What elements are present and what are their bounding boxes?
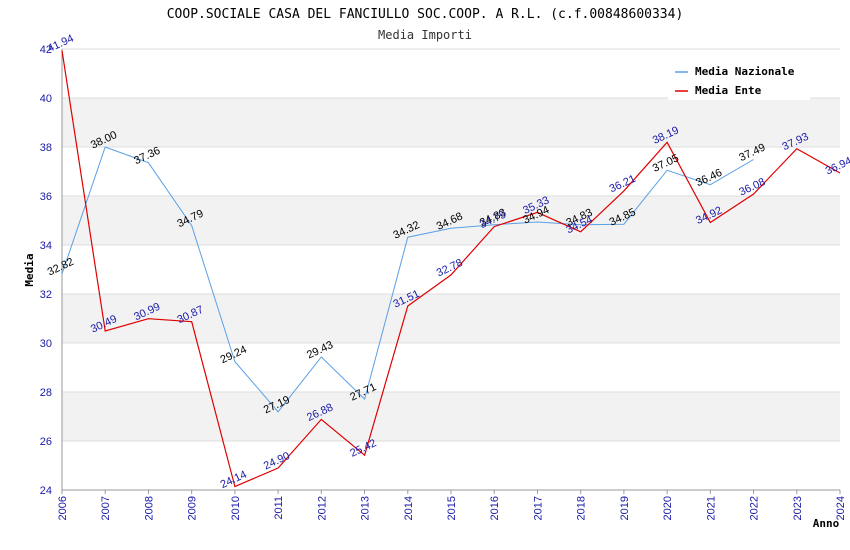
legend-box [668,58,810,100]
x-tick-label: 2024 [835,496,847,520]
x-tick-label: 2020 [662,496,674,520]
x-tick-label: 2008 [143,496,155,520]
y-tick-label: 38 [40,142,52,154]
x-tick-label: 2015 [446,496,458,520]
y-tick-label: 28 [40,387,52,399]
x-tick-label: 2013 [360,496,372,520]
y-tick-labels: 24 26 28 30 32 34 36 38 40 42 [40,44,52,497]
plot-background [62,49,840,490]
plot-band [62,98,840,147]
x-tick-label: 2009 [187,496,199,520]
x-tick-label: 2022 [749,496,761,520]
chart-title: COOP.SOCIALE CASA DEL FANCIULLO SOC.COOP… [167,7,684,22]
y-axis-label: Media [23,253,36,286]
plot-band [62,392,840,441]
x-tick-label: 2021 [705,496,717,520]
legend-label-media-nazionale: Media Nazionale [695,65,795,78]
x-tick-label: 2018 [576,496,588,520]
x-tick-label: 2016 [489,496,501,520]
series-line-media-nazionale [61,146,754,413]
plot-band [62,196,840,245]
x-tick-label: 2011 [273,496,285,520]
y-tick-label: 32 [40,289,52,301]
series-lines [61,50,841,488]
plot-band [62,441,840,490]
x-tick-label: 2017 [532,496,544,520]
x-tick-label: 2012 [316,496,328,520]
y-tick-label: 26 [40,436,52,448]
y-tick-label: 36 [40,191,52,203]
x-tick-label: 2007 [100,496,112,520]
chart-subtitle: Media Importi [378,28,472,42]
x-tick-label: 2023 [792,496,804,520]
axes [61,49,841,494]
x-tick-label: 2019 [619,496,631,520]
series-line-media-ente [61,50,841,488]
plot-band [62,245,840,294]
y-tick-label: 24 [40,485,52,497]
x-tick-label: 2014 [403,496,415,520]
legend: Media Nazionale Media Ente [668,58,810,100]
x-tick-label: 2010 [230,496,242,520]
plot-band [62,147,840,196]
plot-band [62,294,840,343]
y-tick-label: 42 [40,44,52,56]
y-tick-label: 40 [40,93,52,105]
x-tick-label: 2006 [57,496,69,520]
x-axis-label: Anno [813,517,840,530]
y-tick-label: 34 [40,240,52,252]
y-tick-label: 30 [40,338,52,350]
x-tick-labels: 2006 2007 2008 2009 2010 2011 2012 2013 2014 2015… [57,496,847,520]
plot-band [62,343,840,392]
legend-label-media-ente: Media Ente [695,84,762,97]
